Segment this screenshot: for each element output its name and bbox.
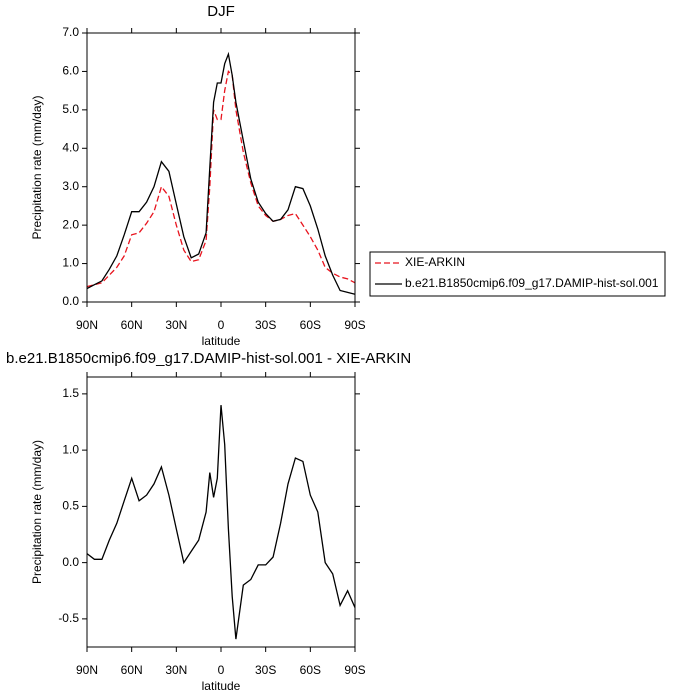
x-tick-label: 0 [218,663,225,677]
x-tick-label: 90S [344,663,365,677]
y-axis-label: Precipitation rate (mm/day) [30,440,44,584]
chart-title: DJF [207,3,235,20]
y-tick-label: 5.0 [62,102,79,116]
y-tick-label: 3.0 [62,179,79,193]
x-tick-label: 90N [76,318,98,332]
x-tick-label: 60N [121,318,143,332]
x-tick-label: 30S [255,663,276,677]
y-tick-label: 6.0 [62,64,79,78]
x-tick-label: 60S [300,318,321,332]
legend-label: b.e21.B1850cmip6.f09_g17.DAMIP-hist-sol.… [405,276,659,290]
data-line [86,70,356,288]
x-tick-label: 90S [344,318,365,332]
y-tick-label: 1.0 [62,442,79,456]
y-tick-label: 1.0 [62,256,79,270]
plot-frame [86,32,356,303]
x-tick-label: 60S [300,663,321,677]
x-tick-label: 30N [165,663,187,677]
x-axis-label: latitude [202,334,241,348]
y-tick-label: 0.0 [62,294,79,308]
y-tick-label: 1.5 [62,386,79,400]
x-tick-label: 60N [121,663,143,677]
x-tick-label: 30S [255,318,276,332]
y-tick-label: 4.0 [62,140,79,154]
x-axis-label: latitude [202,679,241,693]
y-tick-label: -0.5 [58,611,79,625]
legend: XIE-ARKIN b.e21.B1850cmip6.f09_g17.DAMIP-… [369,251,666,297]
plot-frame [86,376,356,648]
x-tick-label: 30N [165,318,187,332]
data-line [86,51,356,295]
chart-title: b.e21.B1850cmip6.f09_g17.DAMIP-hist-sol.… [6,350,411,367]
y-axis-label: Precipitation rate (mm/day) [30,95,44,239]
y-tick-label: 2.0 [62,217,79,231]
x-tick-label: 90N [76,663,98,677]
x-tick-label: 0 [218,318,225,332]
y-tick-label: 7.0 [62,25,79,39]
y-tick-label: 0.0 [62,555,79,569]
legend-label: XIE-ARKIN [405,255,465,269]
y-tick-label: 0.5 [62,499,79,513]
data-line [86,405,356,640]
legend-box [369,251,666,297]
